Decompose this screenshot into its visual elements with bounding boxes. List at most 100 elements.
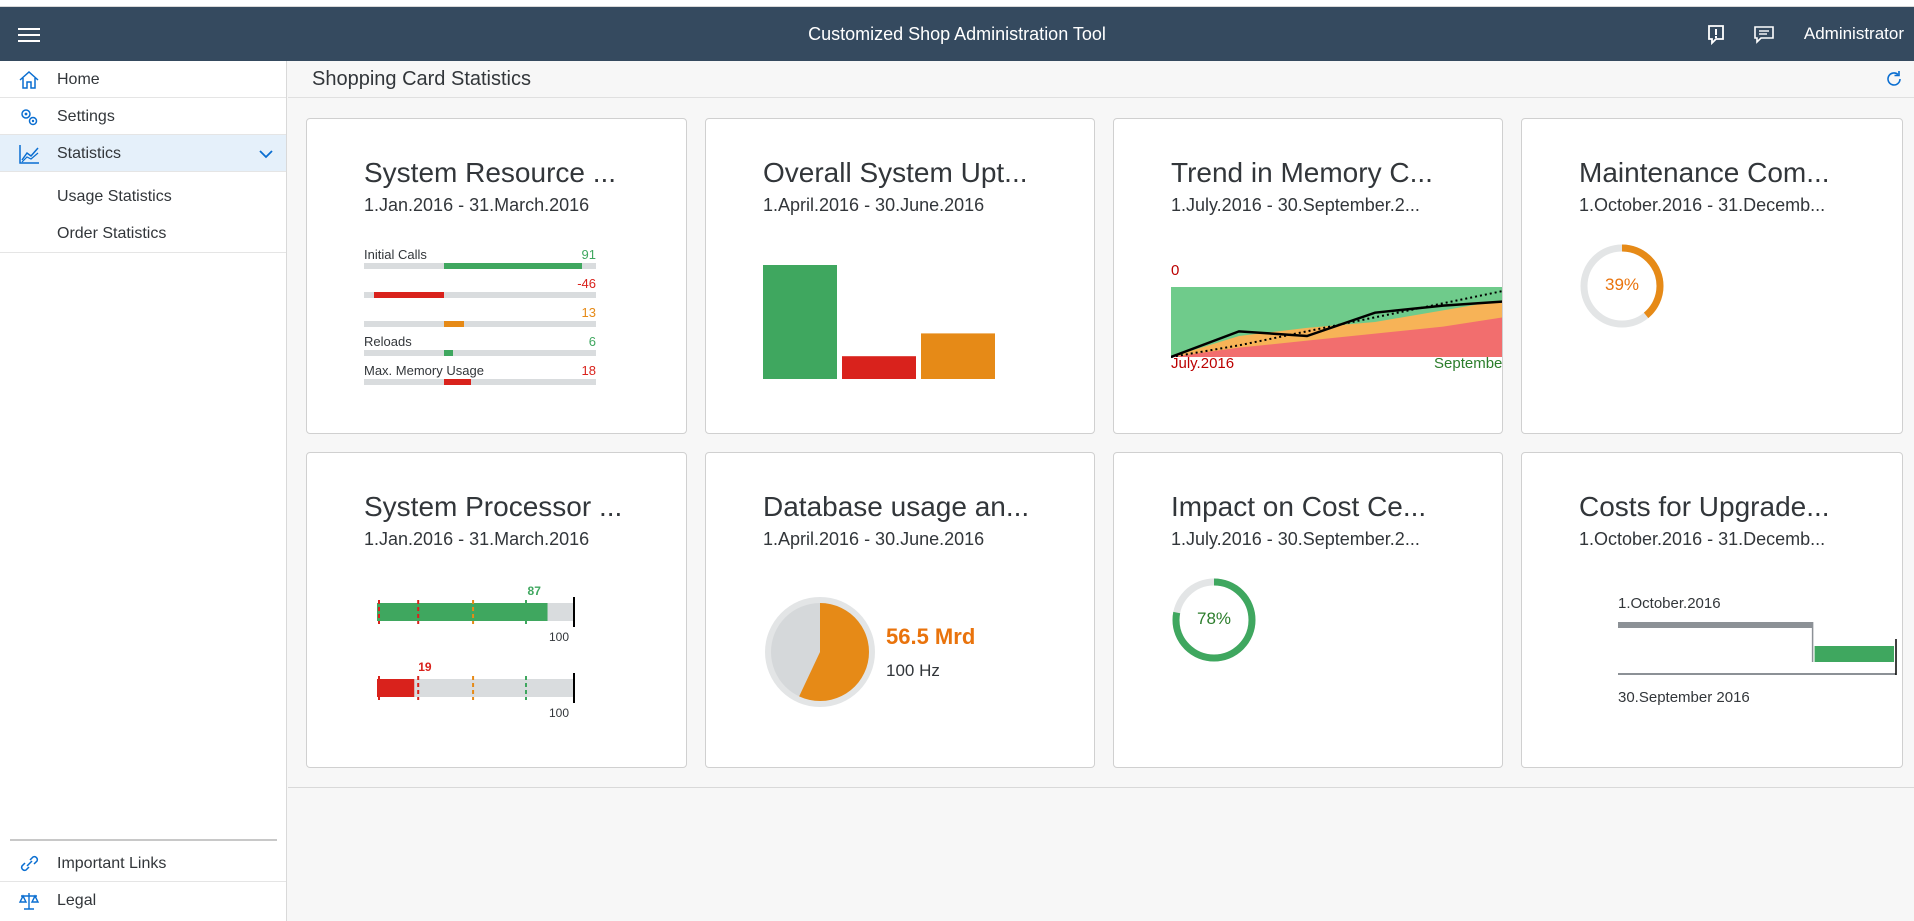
sidebar-item-label: Order Statistics xyxy=(57,225,167,242)
comparison-row: Reloads 6 xyxy=(364,334,596,362)
comparison-bar xyxy=(374,292,444,298)
comparison-value: 6 xyxy=(588,334,596,349)
sidebar-item-label: Usage Statistics xyxy=(57,188,172,205)
sidebar-item-home[interactable]: Home xyxy=(0,61,286,98)
comparison-track xyxy=(364,321,596,327)
divider xyxy=(10,839,277,841)
content-bottom-divider xyxy=(288,787,1914,788)
menu-icon[interactable] xyxy=(18,24,40,44)
comparison-label: Initial Calls xyxy=(364,247,427,262)
sidebar-item-usage-statistics[interactable]: Usage Statistics xyxy=(0,178,286,215)
tile-title: Impact on Cost Ce... xyxy=(1171,491,1427,522)
comparison-row: -46 xyxy=(364,276,596,304)
sidebar-item-label: Legal xyxy=(57,892,97,909)
comparison-track xyxy=(364,350,596,356)
tile-database-usage[interactable]: Database usage an... 1.April.2016 - 30.J… xyxy=(705,452,1095,768)
feedback-icon[interactable] xyxy=(1704,22,1728,46)
tile-memory-trend[interactable]: Trend in Memory C... 1.July.2016 - 30.Se… xyxy=(1113,118,1503,434)
bullet-max-label: 100 xyxy=(549,706,569,720)
column-bar xyxy=(921,333,995,379)
comparison-value: 91 xyxy=(581,247,596,262)
delta-value1-label: 1.October.2016 xyxy=(1618,595,1721,612)
comparison-bar xyxy=(444,321,464,327)
divider xyxy=(0,252,286,253)
bullet-track xyxy=(377,679,573,697)
column-bar xyxy=(842,356,916,379)
radial-label: 78% xyxy=(1196,609,1232,628)
tile-subtitle: 1.Jan.2016 - 31.March.2016 xyxy=(364,195,590,215)
bullet-bar xyxy=(377,679,415,697)
refresh-icon[interactable] xyxy=(1884,69,1904,89)
comparison-track xyxy=(364,292,596,298)
tile-title: Costs for Upgrade... xyxy=(1579,491,1830,522)
sidebar-item-settings[interactable]: Settings xyxy=(0,98,286,135)
tile-subtitle: 1.July.2016 - 30.September.2... xyxy=(1171,195,1420,215)
window-top-edge xyxy=(0,0,1914,7)
tile-system-uptime[interactable]: Overall System Upt... 1.April.2016 - 30.… xyxy=(705,118,1095,434)
comparison-value: 13 xyxy=(581,305,596,320)
pie-chart xyxy=(765,597,875,707)
tile-upgrade-costs[interactable]: Costs for Upgrade... 1.October.2016 - 31… xyxy=(1521,452,1903,768)
page-header: Shopping Card Statistics xyxy=(288,61,1914,98)
bullet-value: 87 xyxy=(528,584,542,598)
delta-bar-2 xyxy=(1618,673,1896,675)
comparison-value: -46 xyxy=(577,276,596,291)
actual-line xyxy=(1171,300,1502,359)
tile-subtitle: 1.April.2016 - 30.June.2016 xyxy=(763,529,985,549)
tile-title: System Processor ... xyxy=(364,491,623,522)
chevron-down-icon[interactable] xyxy=(258,146,274,162)
comparison-row: 13 xyxy=(364,305,596,333)
bullet-bar xyxy=(377,603,548,621)
delta-value2-label: 30.September 2016 xyxy=(1618,689,1750,706)
comparison-label: Reloads xyxy=(364,334,412,349)
tile-system-processor[interactable]: System Processor ... 1.Jan.2016 - 31.Mar… xyxy=(306,452,687,768)
tile-subtitle: 1.July.2016 - 30.September.2... xyxy=(1171,529,1420,549)
sidebar-item-order-statistics[interactable]: Order Statistics xyxy=(0,215,286,252)
area-bottom-left-label: July.2016 xyxy=(1171,355,1235,372)
comparison-track xyxy=(364,379,596,385)
radial-chart xyxy=(1172,578,1256,662)
scales-icon xyxy=(18,893,40,910)
tile-system-resource[interactable]: System Resource ... 1.Jan.2016 - 31.Marc… xyxy=(306,118,687,434)
area-bottom-right-label: Septembe xyxy=(1434,355,1503,372)
column-chart xyxy=(763,265,995,379)
area-chart xyxy=(1171,287,1502,359)
user-name[interactable]: Administrator xyxy=(1803,24,1904,43)
tile-subtitle: 1.October.2016 - 31.Decemb... xyxy=(1579,529,1826,549)
radial-label: 39% xyxy=(1604,275,1640,294)
tile-title: Overall System Upt... xyxy=(763,157,1028,188)
sidebar-item-label: Home xyxy=(57,71,100,88)
tile-subtitle: 1.April.2016 - 30.June.2016 xyxy=(763,195,985,215)
radial-arc xyxy=(1580,244,1664,328)
tile-cost-center-impact[interactable]: Impact on Cost Ce... 1.July.2016 - 30.Se… xyxy=(1113,452,1503,768)
area-top-left-label: 0 xyxy=(1171,262,1180,279)
error-area xyxy=(1171,317,1502,357)
tile-title: Trend in Memory C... xyxy=(1171,157,1433,188)
comparison-label: Max. Memory Usage xyxy=(364,363,484,378)
sidebar-item-label: Settings xyxy=(57,108,115,125)
radial-arc xyxy=(1172,578,1256,662)
tile-subtitle: 1.October.2016 - 31.Decemb... xyxy=(1579,195,1826,215)
settings-icon xyxy=(21,109,38,126)
tile-title: Database usage an... xyxy=(763,491,1030,522)
tile-subtitle: 1.Jan.2016 - 31.March.2016 xyxy=(364,529,590,549)
app-title: Customized Shop Administration Tool xyxy=(808,24,1106,44)
sidebar-item-label: Important Links xyxy=(57,855,167,872)
comparison-bar xyxy=(444,379,472,385)
chart-icon xyxy=(19,145,39,164)
sidebar-item-legal[interactable]: Legal xyxy=(0,882,286,919)
sidebar-item-statistics[interactable]: Statistics xyxy=(0,135,286,172)
bullet-max-label: 100 xyxy=(549,630,569,644)
tile-maintenance[interactable]: Maintenance Com... 1.October.2016 - 31.D… xyxy=(1521,118,1903,434)
column-bar xyxy=(763,265,837,379)
bullet-chart: 87 100 19 100 xyxy=(377,584,575,720)
shell-bar: Customized Shop Administration Tool Admi… xyxy=(0,7,1914,61)
home-icon xyxy=(19,70,39,89)
delta-bar-1 xyxy=(1618,622,1813,628)
comparison-bar xyxy=(444,350,454,356)
comparison-value: 18 xyxy=(581,363,596,378)
tile-title: Maintenance Com... xyxy=(1579,157,1830,188)
sidebar-item-important-links[interactable]: Important Links xyxy=(0,845,286,882)
notifications-icon[interactable] xyxy=(1752,22,1776,46)
pie-slice xyxy=(799,603,869,701)
